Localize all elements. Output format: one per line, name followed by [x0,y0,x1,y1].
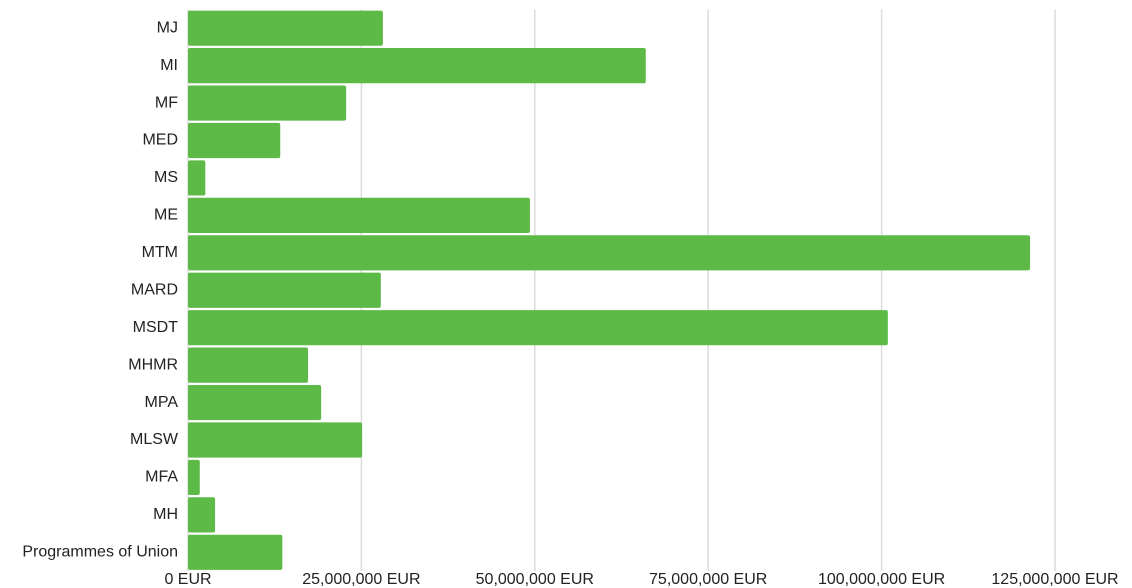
y-tick-label: MLSW [130,431,179,448]
y-tick-label: MF [155,94,178,111]
y-tick-label: ME [154,207,178,224]
y-tick-label: MI [160,57,178,74]
bar [188,534,283,570]
bar [188,122,281,159]
x-tick-label: 25,000,000 EUR [302,571,420,588]
y-tick-label: MPA [145,394,179,411]
y-tick-label: MED [142,132,178,149]
bar [188,422,363,458]
bar [188,48,646,84]
x-tick-label: 50,000,000 EUR [476,571,594,588]
x-tick-label: 100,000,000 EUR [818,571,945,588]
x-tick-label: 125,000,000 EUR [991,571,1118,588]
bar [188,10,383,46]
bar [188,272,381,308]
bar [188,384,322,421]
y-tick-label: MS [154,169,178,186]
y-tick-label: MH [153,506,178,523]
bar [188,160,206,196]
bar [188,235,1031,271]
bar [188,197,530,233]
bar [188,497,216,533]
bar [188,347,308,383]
y-tick-label: Programmes of Union [22,544,178,561]
bar [188,85,347,121]
bar [188,310,888,346]
y-tick-label: MJ [157,19,178,36]
x-tick-label: 0 EUR [164,571,211,588]
y-tick-label: MARD [131,281,178,298]
y-tick-label: MSDT [133,319,179,336]
x-tick-label: 75,000,000 EUR [649,571,767,588]
y-tick-label: MFA [145,469,178,486]
y-tick-label: MHMR [128,356,178,373]
bar [188,459,200,496]
y-tick-label: MTM [142,244,178,261]
